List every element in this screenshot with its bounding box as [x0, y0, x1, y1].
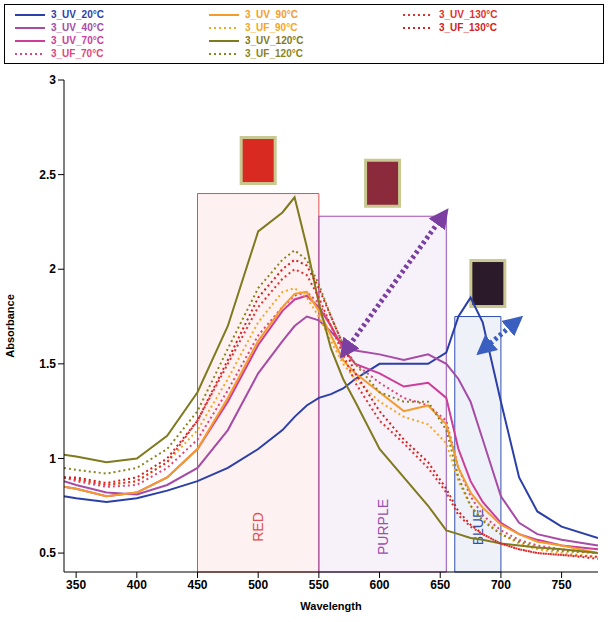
svg-text:RED: RED [250, 512, 266, 542]
svg-text:350: 350 [66, 578, 86, 592]
svg-text:750: 750 [552, 578, 572, 592]
html-text:3_UV_90°C: 3_UV_90°C [245, 9, 298, 20]
svg-text:550: 550 [309, 578, 329, 592]
html-text:3_UV_40°C: 3_UV_40°C [51, 22, 104, 33]
svg-text:600: 600 [370, 578, 390, 592]
html-text:3_UF_70°C: 3_UF_70°C [51, 48, 104, 59]
html-text:3_UF_120°C: 3_UF_120°C [245, 48, 303, 59]
svg-text:650: 650 [430, 578, 450, 592]
svg-text:Absorbance: Absorbance [4, 294, 16, 358]
html-text:3_UF_130°C: 3_UF_130°C [439, 22, 497, 33]
svg-text:1.5: 1.5 [39, 357, 56, 371]
html-text:3_UF_90°C: 3_UF_90°C [245, 22, 298, 33]
svg-text:1: 1 [49, 452, 56, 466]
svg-text:700: 700 [491, 578, 511, 592]
html-text:3_UV_20°C: 3_UV_20°C [51, 9, 104, 20]
svg-text:PURPLE: PURPLE [375, 499, 391, 555]
svg-text:3: 3 [49, 73, 56, 87]
svg-text:400: 400 [127, 578, 147, 592]
svg-text:500: 500 [248, 578, 268, 592]
svg-text:2.5: 2.5 [39, 168, 56, 182]
svg-text:Wavelength: Wavelength [300, 600, 362, 612]
html-text:3_UV_130°C: 3_UV_130°C [439, 9, 498, 20]
html-text:3_UV_120°C: 3_UV_120°C [245, 35, 304, 46]
svg-text:450: 450 [187, 578, 207, 592]
html-text:3_UV_70°C: 3_UV_70°C [51, 35, 104, 46]
svg-text:0.5: 0.5 [39, 546, 56, 560]
svg-text:2: 2 [49, 262, 56, 276]
